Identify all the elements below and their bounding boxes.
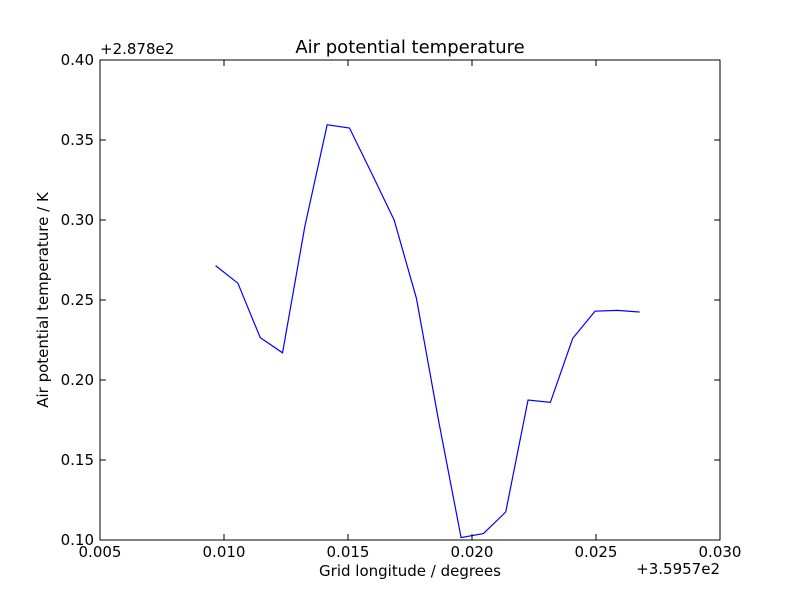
data-point: [259, 337, 261, 339]
x-tick-label: 0.020: [451, 543, 494, 561]
data-point: [550, 402, 552, 404]
data-point: [304, 226, 306, 228]
series-line: [215, 124, 640, 539]
x-tick-label: 0.015: [327, 543, 370, 561]
plot-area: [99, 59, 721, 541]
y-tick-label: 0.15: [61, 451, 94, 469]
y-tick-label: 0.35: [61, 131, 94, 149]
y-tick-label: 0.30: [61, 211, 94, 229]
x-offset-label: +3.5957e2: [636, 560, 720, 578]
y-tick-label: 0.25: [61, 291, 94, 309]
data-point: [416, 298, 418, 300]
y-axis-label: Air potential temperature / K: [34, 191, 52, 408]
data-point: [594, 310, 596, 312]
data-point: [460, 537, 462, 539]
y-tick-label: 0.10: [61, 531, 94, 549]
x-axis-label: Grid longitude / degrees: [319, 562, 501, 580]
data-point: [393, 219, 395, 221]
data-point: [505, 511, 507, 513]
data-point: [371, 173, 373, 175]
y-axis-ticks: 0.10 0.15 0.20 0.25 0.30 0.35 0.40: [61, 51, 720, 549]
y-offset-label: +2.878e2: [100, 40, 174, 58]
y-tick-label: 0.20: [61, 371, 94, 389]
y-tick-label: 0.40: [61, 51, 94, 69]
data-point: [349, 127, 351, 129]
data-point: [527, 399, 529, 401]
data-point: [326, 124, 328, 126]
x-tick-label: 0.025: [575, 543, 618, 561]
data-point: [617, 310, 619, 312]
chart-title: Air potential temperature: [295, 37, 524, 58]
x-tick-label: 0.030: [699, 543, 742, 561]
x-tick-label: 0.005: [79, 543, 122, 561]
data-point: [215, 265, 217, 267]
data-point: [237, 282, 239, 284]
data-point: [438, 421, 440, 423]
axes-background: [100, 60, 720, 540]
data-point: [572, 338, 574, 340]
x-tick-label: 0.010: [203, 543, 246, 561]
data-point: [639, 311, 641, 313]
x-axis-ticks: 0.005 0.010 0.015 0.020 0.025 0.030: [79, 60, 742, 561]
data-point: [282, 352, 284, 354]
data-point: [483, 533, 485, 535]
